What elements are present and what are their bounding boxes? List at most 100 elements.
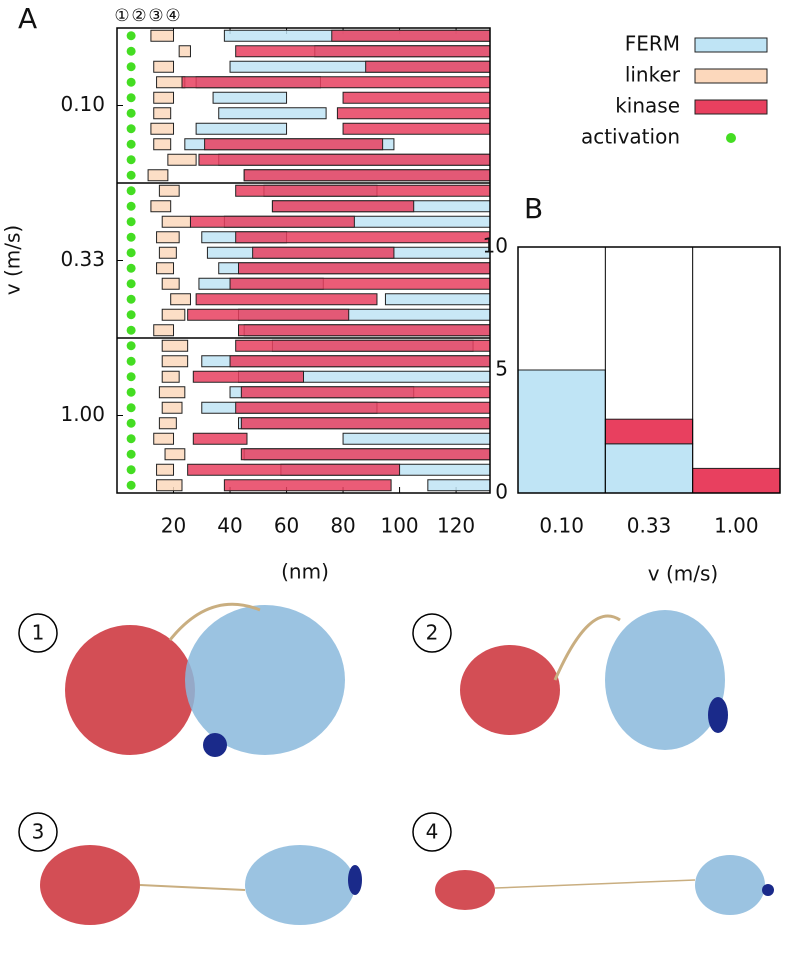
y-tick-label: 0.10: [60, 92, 105, 116]
activation-dot: [126, 403, 136, 413]
activation-dot: [126, 263, 136, 273]
range-bar: [238, 324, 491, 337]
range-bar: [161, 401, 183, 414]
range-bar: [153, 60, 175, 73]
kinase-domain: [65, 625, 195, 755]
range-bar: [195, 122, 288, 135]
stage-label: ②: [131, 6, 146, 26]
bar: [517, 369, 606, 494]
activation-dot: [126, 356, 136, 366]
x-axis-label: v (m/s): [648, 562, 718, 586]
range-bar: [336, 107, 491, 120]
range-bar: [212, 91, 288, 104]
range-bar: [235, 231, 491, 244]
activation-dot: [126, 46, 136, 56]
range-bar: [158, 246, 177, 259]
activation-dot: [126, 232, 136, 242]
activation-dot: [126, 434, 136, 444]
activation-dot: [126, 62, 136, 72]
range-bar: [178, 45, 191, 58]
range-bar: [235, 184, 491, 197]
legend-swatch: [694, 37, 768, 53]
range-bar: [150, 29, 175, 42]
range-bar: [204, 138, 384, 151]
ferm-domain: [695, 855, 765, 915]
activation-dot: [126, 108, 136, 118]
legend-swatch: [726, 133, 736, 143]
ferm-domain: [605, 610, 725, 750]
bar: [604, 418, 694, 445]
activation-dot: [126, 124, 136, 134]
activation-site: [762, 884, 774, 896]
range-bar: [161, 370, 180, 383]
x-tick-label: 40: [217, 514, 242, 538]
range-bar: [365, 60, 491, 73]
ferm-domain: [185, 605, 345, 755]
legend-swatch: [694, 99, 768, 115]
y-axis-label: v (m/s): [1, 225, 25, 295]
activation-dot: [126, 217, 136, 227]
range-bar: [331, 29, 491, 42]
range-bar: [235, 401, 491, 414]
y-tick-label: 0: [495, 480, 508, 504]
y-tick-label: 0.33: [60, 247, 105, 271]
range-bar: [161, 308, 186, 321]
activation-site: [203, 733, 227, 757]
range-bar: [153, 91, 175, 104]
range-bar: [427, 479, 491, 492]
y-tick-label: 10: [483, 234, 508, 258]
range-bar: [161, 355, 189, 368]
kinase-domain: [460, 645, 560, 735]
activation-dot: [126, 325, 136, 335]
activation-dot: [126, 31, 136, 41]
activation-dot: [126, 310, 136, 320]
activation-dot: [126, 465, 136, 475]
range-bar: [235, 339, 491, 352]
range-bar: [192, 432, 248, 445]
range-bar: [158, 386, 186, 399]
range-bar: [156, 231, 180, 244]
range-bar: [238, 262, 491, 275]
linker: [553, 614, 621, 681]
range-bar: [153, 107, 172, 120]
panel-label: B: [524, 192, 543, 225]
snapshot-badge: [412, 812, 452, 852]
snapshot-label: 1: [32, 621, 45, 645]
activation-dot: [126, 155, 136, 165]
range-bar: [223, 479, 392, 492]
range-bar: [342, 91, 491, 104]
linker: [168, 602, 261, 641]
legend-label: kinase: [615, 94, 680, 118]
range-bar: [150, 122, 175, 135]
activation-dot: [126, 387, 136, 397]
activation-site: [708, 697, 728, 733]
linker: [494, 879, 696, 889]
snapshot-badge: [18, 812, 58, 852]
range-bar: [161, 277, 180, 290]
x-tick-label: 80: [330, 514, 355, 538]
snapshot-badge: [18, 613, 58, 653]
range-bar: [150, 200, 172, 213]
range-bar: [384, 293, 491, 306]
range-bar: [153, 432, 175, 445]
range-bar: [156, 479, 183, 492]
activation-dot: [126, 480, 136, 490]
range-bar: [161, 215, 191, 228]
range-bar: [192, 370, 304, 383]
range-bar: [187, 463, 401, 476]
activation-dot: [126, 418, 136, 428]
activation-dot: [126, 294, 136, 304]
range-bar: [195, 293, 378, 306]
range-bar: [161, 339, 189, 352]
range-bar: [218, 107, 327, 120]
snapshot-label: 2: [426, 621, 439, 645]
range-bar: [158, 417, 177, 430]
snapshot-label: 4: [426, 820, 439, 844]
range-bar: [342, 432, 491, 445]
x-tick-label: 0.10: [539, 514, 584, 538]
activation-dot: [126, 139, 136, 149]
range-bar: [153, 138, 172, 151]
activation-dot: [126, 170, 136, 180]
range-bar: [235, 45, 491, 58]
